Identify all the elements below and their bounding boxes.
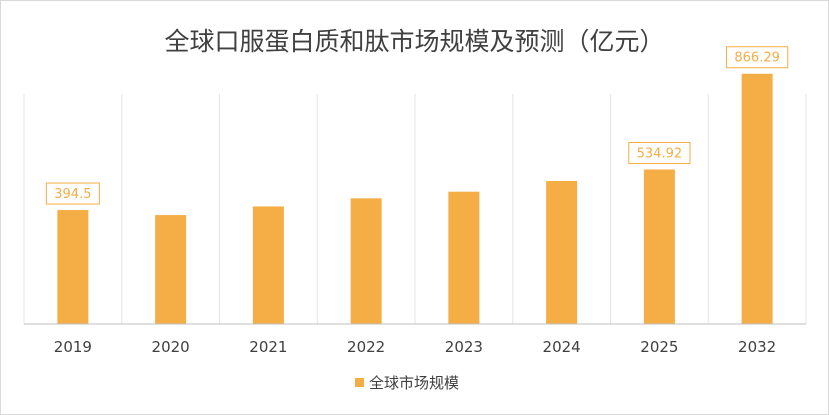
legend-swatch [355,378,364,387]
data-label-box [628,141,691,164]
x-tick-label: 2024 [543,338,581,356]
legend: 全球市场规模 [355,374,459,392]
x-tick-label: 2022 [347,338,385,356]
bar-2020 [155,215,187,324]
data-label: 534.92 [637,146,683,161]
legend-label: 全球市场规模 [369,374,459,392]
x-tick-label: 2020 [152,338,190,356]
data-label-box [45,182,100,205]
bar-2025 [643,169,675,324]
x-tick-label: 2019 [54,338,92,356]
bars [57,73,773,325]
bar-2024 [546,181,578,324]
data-label: 866.29 [734,51,780,66]
bar-2023 [448,191,480,324]
x-tick-label: 2023 [445,338,483,356]
bar-2021 [252,206,284,324]
bar-2022 [350,198,382,324]
chart-title: 全球口服蛋白质和肽市场规模及预测（亿元） [164,27,665,56]
x-tick-label: 2025 [640,338,678,356]
data-label-box [726,46,789,69]
x-axis-ticks: 2019 2020 2021 2022 2023 2024 2025 2032 [54,338,776,356]
x-tick-label: 2032 [738,338,776,356]
bar-2019 [57,210,89,324]
data-label: 394.5 [54,187,91,202]
x-tick-label: 2021 [249,338,287,356]
data-labels: 394.5 534.92 866.29 [45,46,789,205]
bar-2032 [741,73,773,325]
grid-lines [23,94,807,324]
